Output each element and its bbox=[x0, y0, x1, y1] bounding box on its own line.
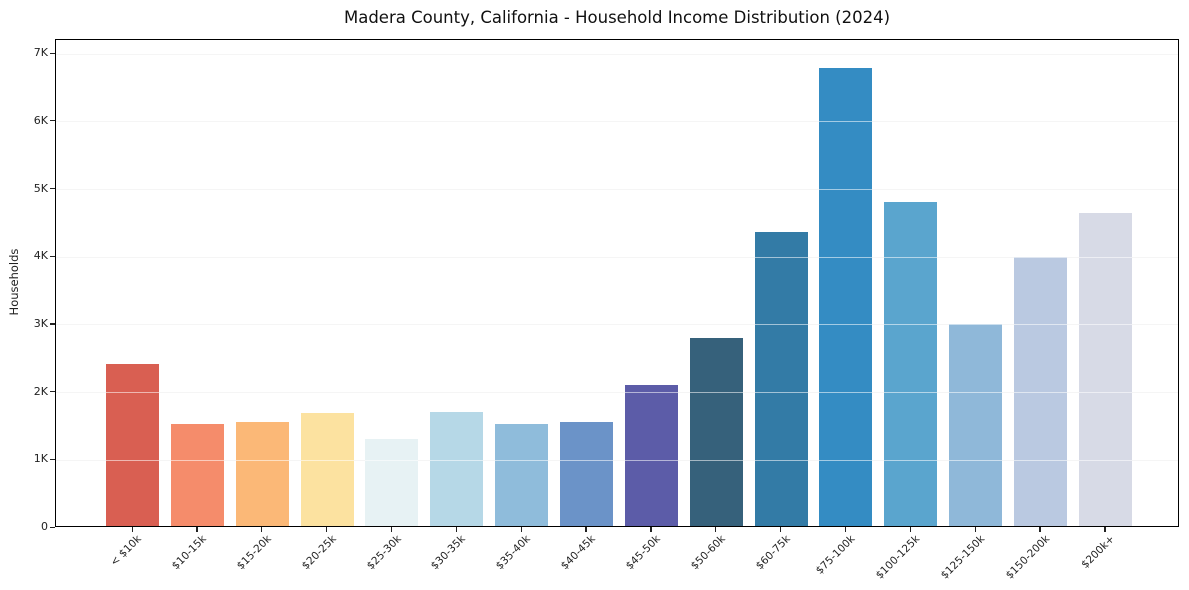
bar--10k bbox=[106, 364, 159, 526]
bar--15-20k bbox=[235, 422, 289, 526]
x-tick-mark bbox=[520, 527, 522, 532]
x-tick-label--50-60k: $50-60k bbox=[688, 533, 728, 573]
x-tick-mark bbox=[455, 527, 458, 532]
x-tick-label--60-75k: $60-75k bbox=[753, 533, 793, 573]
y-tick-label-3K: 3K bbox=[33, 316, 48, 330]
x-tick-mark bbox=[780, 527, 782, 532]
y-tick-mark-7K bbox=[50, 52, 55, 54]
gridline-overlay-2K bbox=[56, 392, 1178, 394]
x-tick-mark bbox=[390, 527, 393, 532]
x-tick-mark bbox=[131, 527, 133, 532]
gridline-overlay-6K bbox=[56, 121, 1178, 123]
x-tick-mark bbox=[1104, 527, 1106, 532]
x-tick-mark bbox=[196, 527, 198, 532]
y-tick-label-4K: 4K bbox=[33, 249, 48, 263]
x-tick-mark bbox=[844, 527, 847, 532]
bar--30-35k bbox=[430, 412, 484, 526]
x-tick-mark bbox=[650, 527, 652, 532]
bar--25-30k bbox=[365, 439, 419, 526]
y-tick-label-2K: 2K bbox=[33, 384, 48, 398]
y-tick-mark-4K bbox=[50, 255, 55, 257]
y-tick-mark-2K bbox=[50, 391, 55, 393]
x-tick-label--100-125k: $100-125k bbox=[873, 533, 923, 582]
x-tick-label--125-150k: $125-150k bbox=[938, 533, 988, 582]
y-tick-mark-3K bbox=[50, 323, 55, 325]
y-tick-label-7K: 7K bbox=[33, 46, 48, 60]
y-tick-mark-6K bbox=[50, 120, 55, 122]
bar--60-75k bbox=[754, 232, 808, 526]
y-tick-label-1K: 1K bbox=[33, 452, 48, 466]
x-tick-label--25-30k: $25-30k bbox=[364, 533, 404, 573]
gridline-overlay-1K bbox=[56, 459, 1178, 461]
gridline-overlay-5K bbox=[56, 189, 1178, 190]
y-tick-label-5K: 5K bbox=[33, 181, 48, 195]
bar--20-25k bbox=[300, 413, 354, 526]
bar--75-100k bbox=[819, 68, 873, 526]
y-tick-label-6K: 6K bbox=[33, 113, 48, 127]
bar--200k- bbox=[1078, 213, 1132, 526]
gridline-overlay-4K bbox=[56, 256, 1178, 258]
bar--10-15k bbox=[170, 424, 224, 526]
x-tick-mark bbox=[326, 527, 328, 532]
x-tick-mark bbox=[974, 527, 976, 532]
gridline-overlay-3K bbox=[56, 324, 1178, 326]
x-tick-label--150-200k: $150-200k bbox=[1003, 533, 1052, 582]
y-tick-mark-1K bbox=[50, 458, 55, 460]
x-tick-label--75-100k: $75-100k bbox=[813, 533, 858, 577]
plot-area bbox=[55, 39, 1179, 527]
x-tick-mark bbox=[909, 527, 911, 532]
bar--50-60k bbox=[689, 338, 743, 526]
chart-title: Madera County, California - Household In… bbox=[343, 8, 891, 27]
bar--40-45k bbox=[559, 422, 613, 526]
x-tick-label--40-45k: $40-45k bbox=[558, 533, 598, 573]
x-tick-mark bbox=[585, 527, 587, 532]
x-tick-label--15-20k: $15-20k bbox=[234, 533, 274, 573]
bar--150-200k bbox=[1013, 257, 1067, 526]
y-tick-mark-0 bbox=[50, 526, 55, 528]
y-tick-label-0: 0 bbox=[41, 520, 48, 533]
x-tick-label--35-40k: $35-40k bbox=[494, 533, 534, 573]
x-tick-label--30-35k: $30-35k bbox=[429, 533, 469, 573]
x-tick-label--20-25k: $20-25k bbox=[299, 533, 339, 573]
bar--35-40k bbox=[495, 424, 549, 526]
x-tick-mark bbox=[715, 527, 717, 532]
x-tick-mark bbox=[1039, 527, 1041, 532]
x-tick-label--10-15k: $10-15k bbox=[169, 533, 209, 573]
bar--45-50k bbox=[624, 385, 678, 526]
x-tick-mark bbox=[261, 527, 263, 532]
y-axis-title: Households bbox=[7, 248, 21, 316]
bar--125-150k bbox=[949, 324, 1003, 526]
x-tick-label--200k-: $200k+ bbox=[1078, 533, 1117, 571]
y-tick-mark-5K bbox=[50, 188, 55, 190]
x-tick-label--45-50k: $45-50k bbox=[623, 533, 663, 573]
bar--100-125k bbox=[884, 202, 938, 526]
gridline-overlay-7K bbox=[56, 53, 1178, 55]
x-tick-label--10k: < $10k bbox=[108, 533, 144, 569]
